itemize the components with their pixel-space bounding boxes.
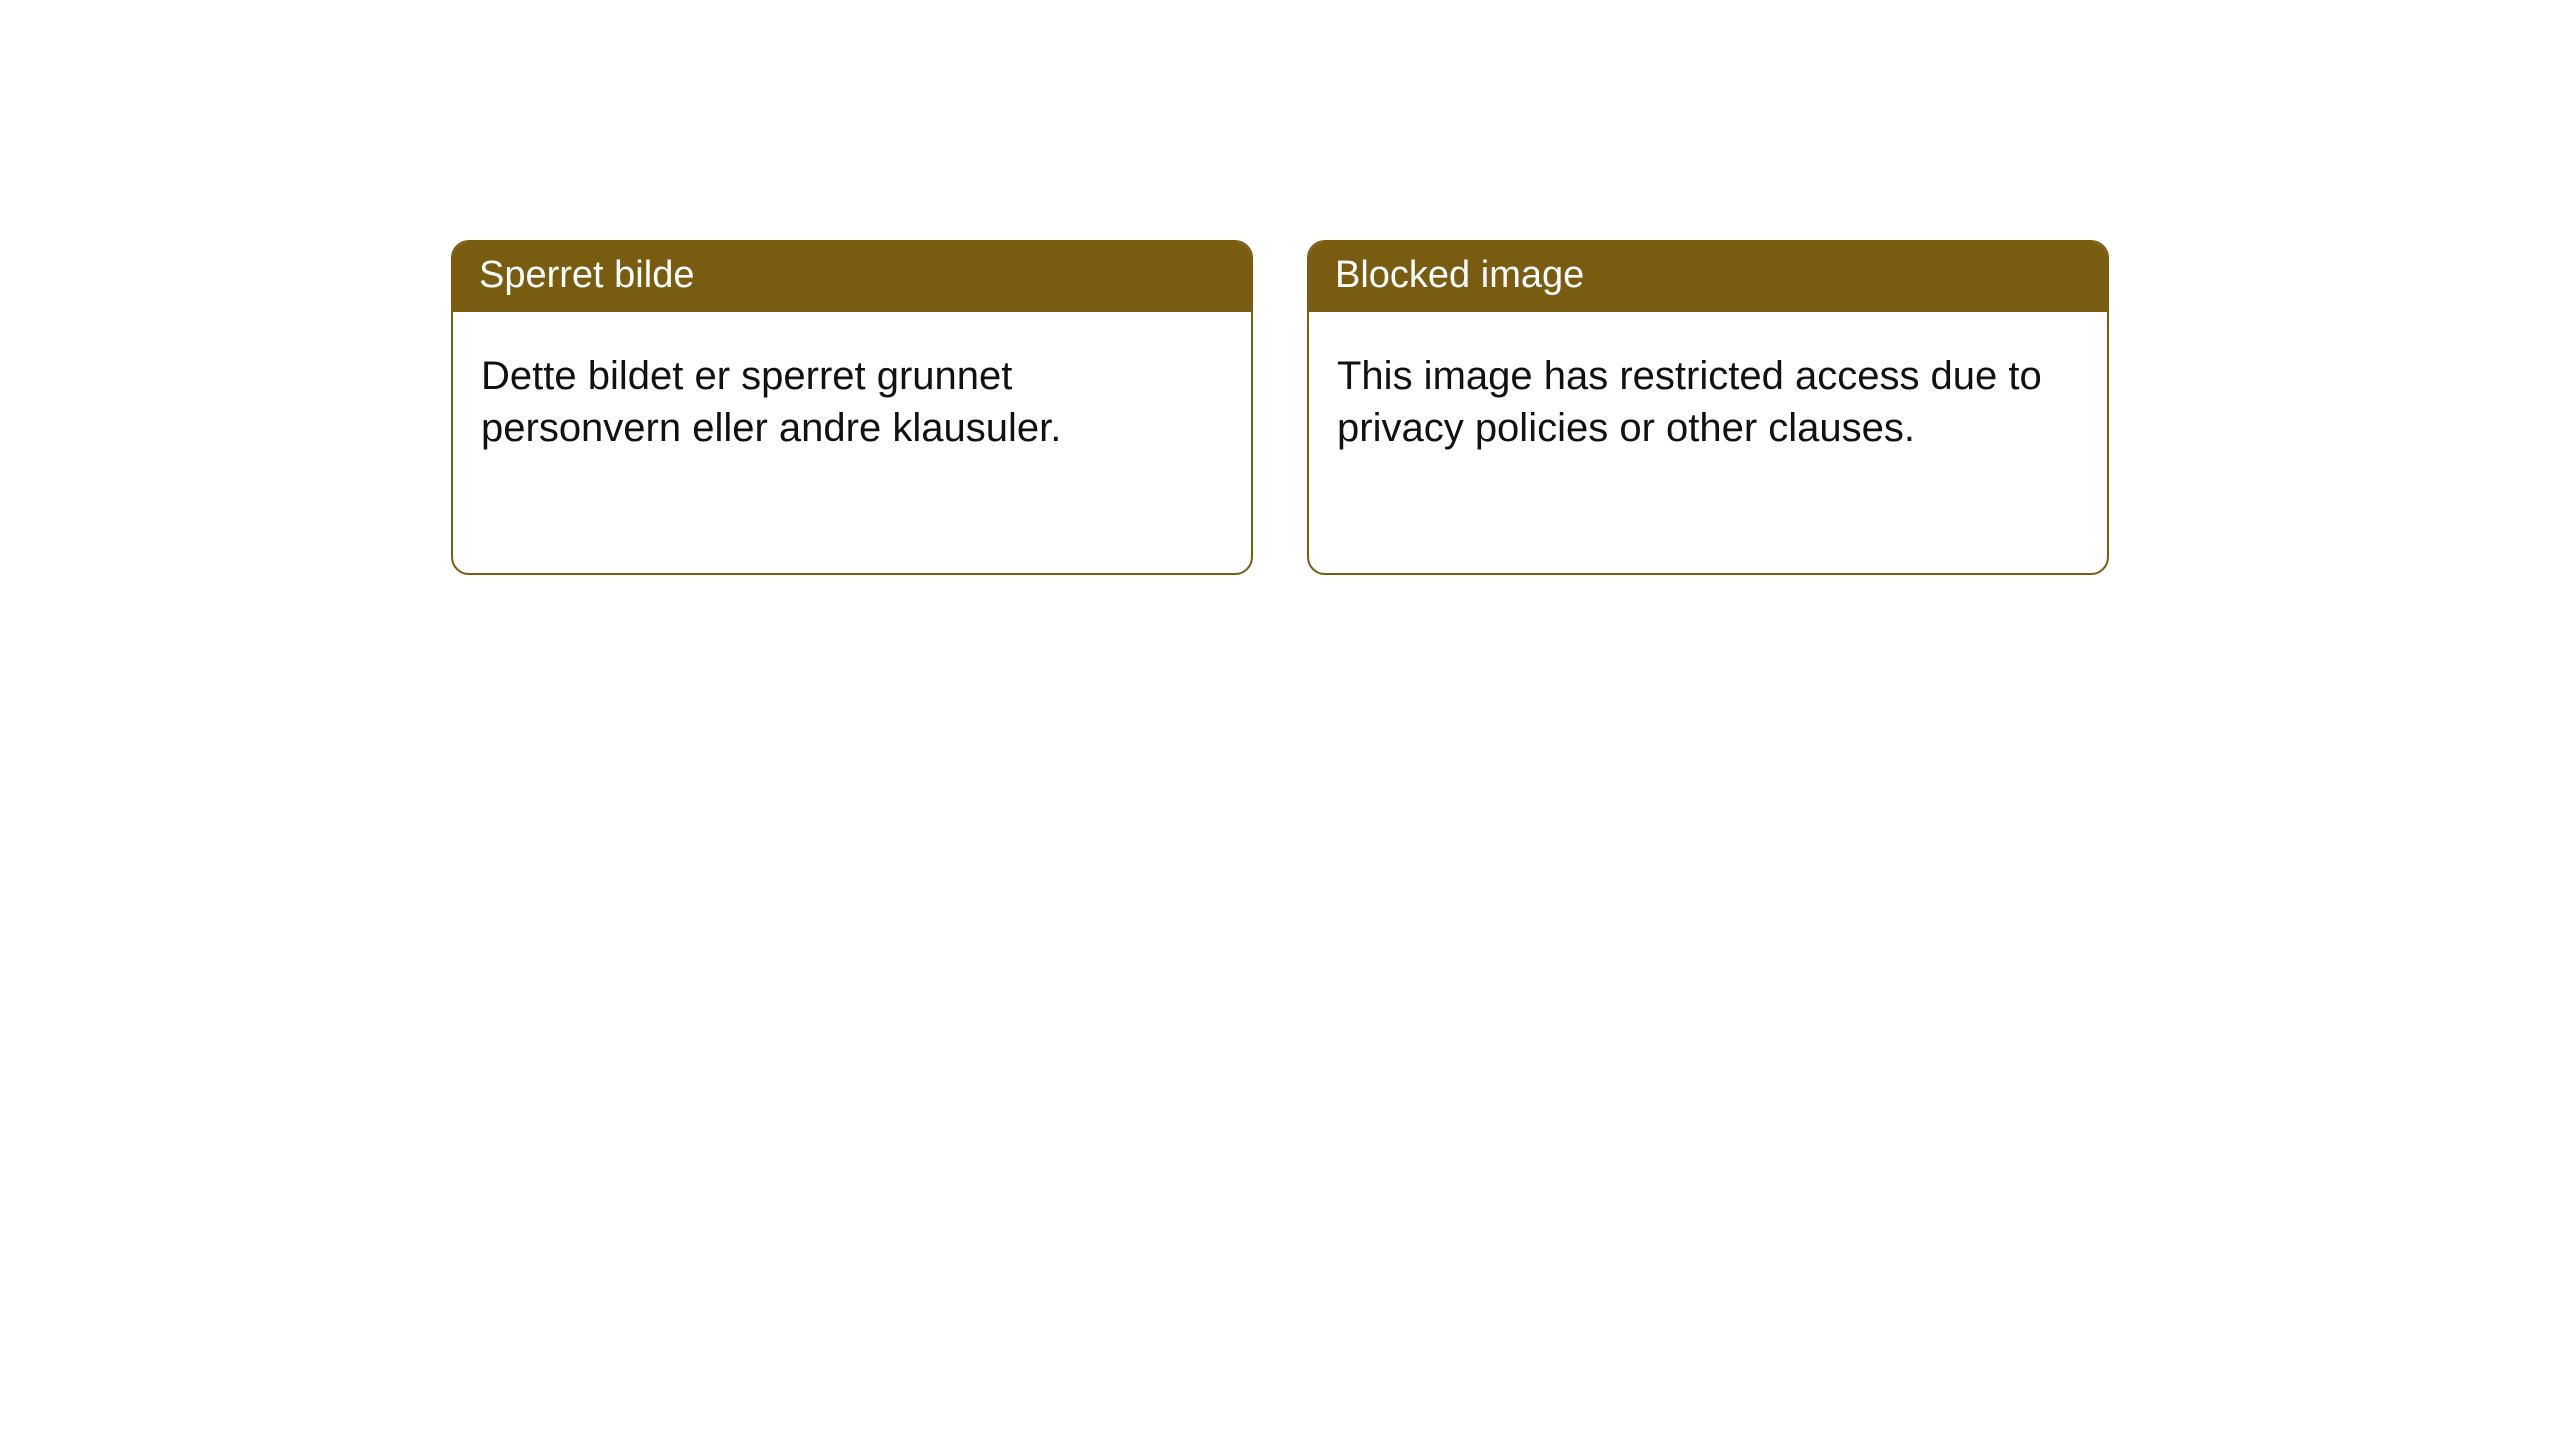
blocked-image-card-no: Sperret bilde Dette bildet er sperret gr… [451, 240, 1253, 575]
card-header-en: Blocked image [1309, 242, 2107, 312]
cards-container: Sperret bilde Dette bildet er sperret gr… [451, 240, 2109, 1440]
card-body-no: Dette bildet er sperret grunnet personve… [453, 312, 1251, 494]
card-body-en: This image has restricted access due to … [1309, 312, 2107, 494]
blocked-image-card-en: Blocked image This image has restricted … [1307, 240, 2109, 575]
card-header-no: Sperret bilde [453, 242, 1251, 312]
